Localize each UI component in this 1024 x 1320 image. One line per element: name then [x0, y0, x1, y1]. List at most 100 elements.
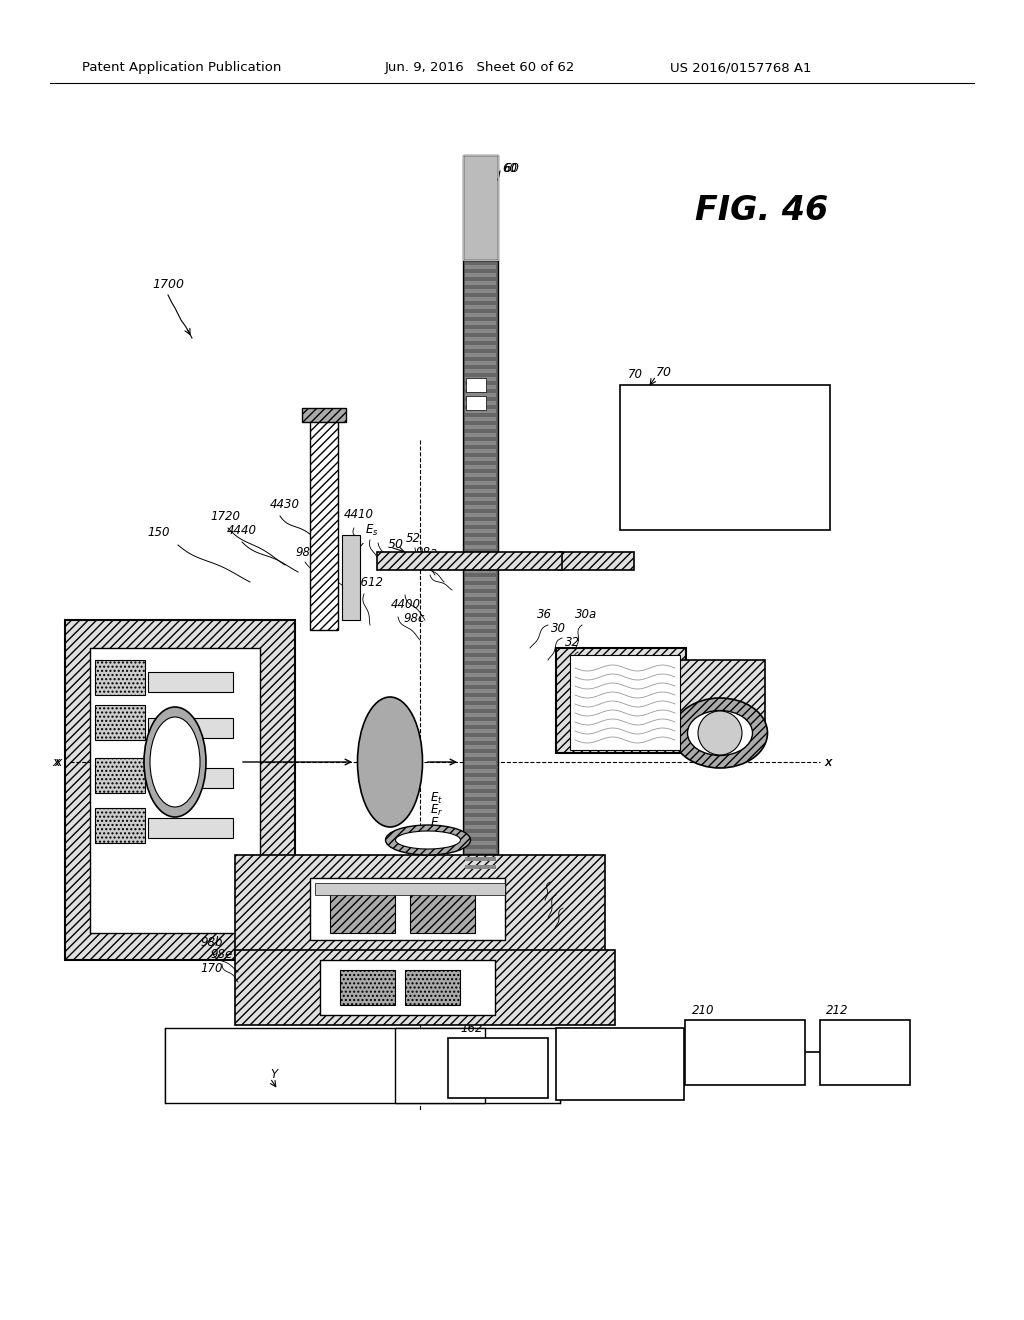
- Bar: [465, 488, 496, 492]
- Text: 36a: 36a: [538, 870, 560, 883]
- Bar: [463, 260, 498, 870]
- Text: 4440: 4440: [227, 524, 257, 536]
- Bar: [465, 457, 496, 461]
- Bar: [465, 305, 496, 309]
- Text: 1720: 1720: [210, 510, 240, 523]
- Bar: [330, 884, 395, 933]
- Bar: [465, 265, 496, 269]
- Text: 98a: 98a: [415, 546, 437, 560]
- Bar: [310, 420, 338, 630]
- Text: Y: Y: [270, 1068, 278, 1081]
- Bar: [463, 154, 498, 260]
- Bar: [465, 329, 496, 333]
- Text: FIG. 46: FIG. 46: [695, 194, 828, 227]
- Text: x: x: [52, 755, 60, 768]
- Text: 52: 52: [406, 532, 421, 544]
- Bar: [465, 601, 496, 605]
- Bar: [465, 385, 496, 389]
- Bar: [449, 1038, 548, 1098]
- Bar: [680, 660, 765, 741]
- Text: x: x: [824, 755, 831, 768]
- Bar: [465, 498, 496, 502]
- Bar: [465, 433, 496, 437]
- Bar: [570, 655, 680, 750]
- Text: Y: Y: [355, 541, 362, 554]
- Bar: [406, 970, 460, 1005]
- Bar: [465, 577, 496, 581]
- Text: 98d: 98d: [295, 546, 317, 560]
- Bar: [95, 705, 145, 741]
- Bar: [465, 857, 496, 861]
- Bar: [90, 648, 260, 933]
- Bar: [465, 321, 496, 325]
- Text: 160: 160: [567, 1011, 590, 1024]
- Bar: [465, 393, 496, 397]
- Bar: [465, 634, 496, 638]
- Bar: [465, 297, 496, 301]
- Bar: [556, 648, 686, 752]
- Bar: [148, 718, 233, 738]
- Bar: [465, 401, 496, 405]
- Bar: [465, 809, 496, 813]
- Bar: [465, 841, 496, 845]
- Text: 34: 34: [543, 883, 558, 896]
- Bar: [465, 657, 496, 661]
- Bar: [465, 697, 496, 701]
- Bar: [556, 1028, 684, 1100]
- Bar: [234, 950, 615, 1026]
- Bar: [465, 752, 496, 756]
- Bar: [820, 1020, 910, 1085]
- Bar: [465, 665, 496, 669]
- Bar: [340, 970, 395, 1005]
- Bar: [465, 345, 496, 348]
- Bar: [302, 408, 346, 422]
- Bar: [465, 833, 496, 837]
- Bar: [465, 378, 496, 381]
- Ellipse shape: [144, 708, 206, 817]
- Text: 162: 162: [460, 1022, 482, 1035]
- Text: 22: 22: [638, 653, 653, 667]
- Bar: [234, 855, 605, 954]
- Text: 50: 50: [388, 539, 404, 552]
- Bar: [465, 689, 496, 693]
- Bar: [148, 818, 233, 838]
- Bar: [465, 649, 496, 653]
- Ellipse shape: [385, 825, 470, 855]
- Bar: [465, 673, 496, 677]
- Bar: [465, 473, 496, 477]
- Bar: [148, 768, 233, 788]
- Bar: [342, 535, 360, 620]
- Bar: [466, 378, 486, 392]
- Text: 210: 210: [692, 1003, 715, 1016]
- Bar: [466, 396, 486, 411]
- Text: 4612: 4612: [354, 576, 384, 589]
- Bar: [95, 808, 145, 843]
- Text: 98e: 98e: [210, 949, 232, 961]
- Bar: [465, 425, 496, 429]
- Bar: [319, 960, 495, 1015]
- Text: 30: 30: [551, 622, 566, 635]
- Text: Jun. 9, 2016   Sheet 60 of 62: Jun. 9, 2016 Sheet 60 of 62: [385, 62, 575, 74]
- Bar: [465, 825, 496, 829]
- Bar: [315, 883, 505, 895]
- Text: 34a: 34a: [550, 894, 572, 907]
- Text: x: x: [54, 755, 62, 768]
- Bar: [465, 352, 496, 356]
- Bar: [465, 313, 496, 317]
- Bar: [465, 360, 496, 366]
- Bar: [465, 801, 496, 805]
- Bar: [395, 1028, 485, 1104]
- Bar: [465, 537, 496, 541]
- Bar: [95, 758, 145, 793]
- Bar: [465, 721, 496, 725]
- Bar: [465, 770, 496, 774]
- Bar: [465, 777, 496, 781]
- Bar: [95, 660, 145, 696]
- Ellipse shape: [673, 698, 768, 768]
- Text: 1720: 1720: [682, 661, 712, 675]
- Bar: [465, 762, 496, 766]
- Text: 60: 60: [543, 941, 558, 954]
- Bar: [465, 642, 496, 645]
- Text: 70: 70: [656, 367, 672, 380]
- Bar: [465, 785, 496, 789]
